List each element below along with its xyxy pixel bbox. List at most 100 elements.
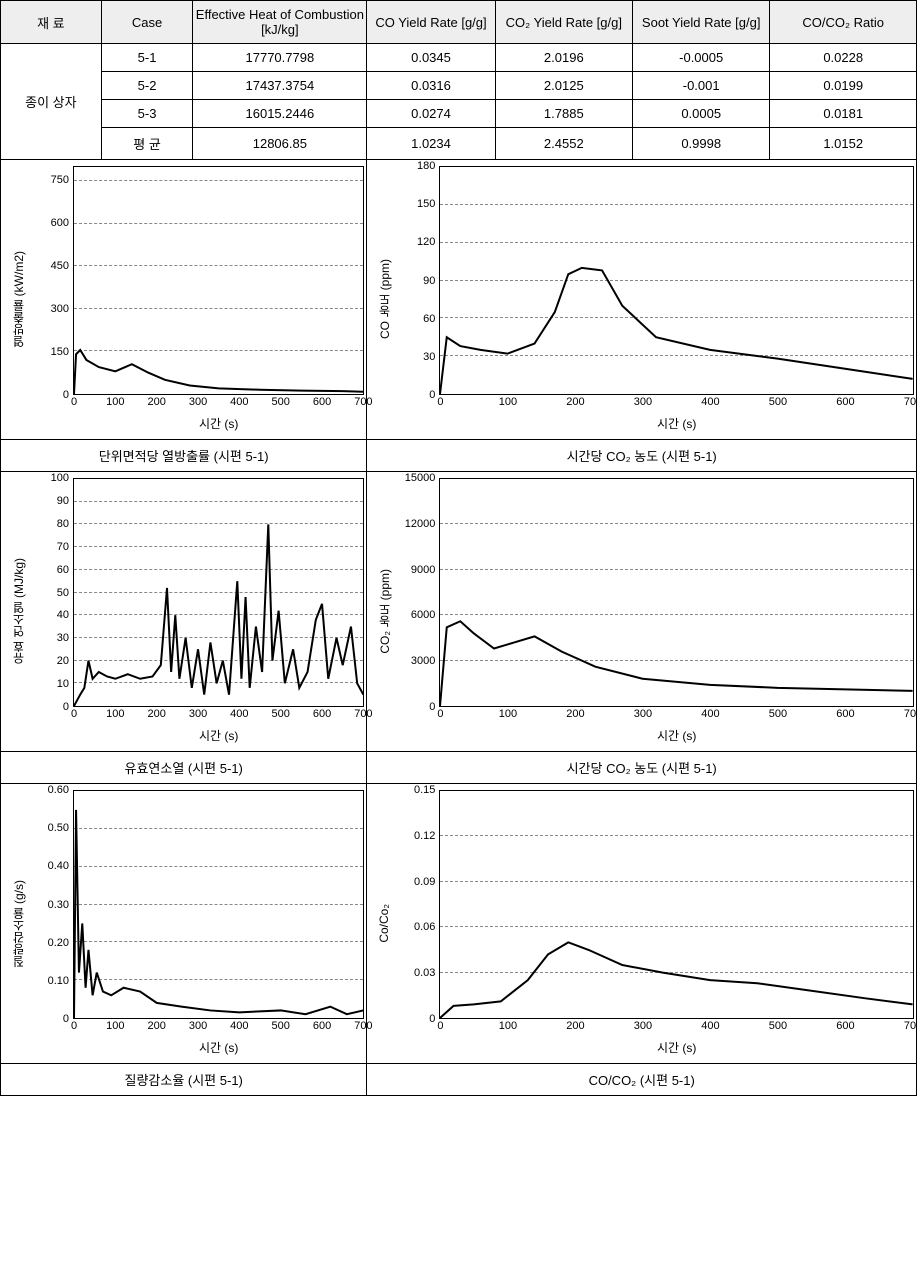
chart-caption: 유효연소열 (시편 5-1) [1,752,367,784]
x-tick: 400 [701,708,719,720]
y-tick: 90 [423,275,435,287]
col-ratio: CO/CO₂ Ratio [770,1,917,44]
col-co: CO Yield Rate [g/g] [367,1,495,44]
x-tick: 200 [566,708,584,720]
y-tick: 0 [429,1013,435,1025]
plot-area: 0100200300400500600700시간 (s) [73,166,364,395]
y-axis-label: 질량감소율 (g/s) [10,880,27,967]
x-tick: 600 [313,708,331,720]
col-case: Case [101,1,193,44]
x-tick: 700 [904,396,917,408]
x-tick: 400 [701,1020,719,1032]
y-tick: 20 [57,655,69,667]
y-tick: 0 [63,1013,69,1025]
chart-row: 열방출률 (kW/m2)0150300450600750010020030040… [1,160,917,440]
y-tick: 180 [417,160,435,172]
chart-caption: 질량감소율 (시편 5-1) [1,1064,367,1096]
y-tick: 300 [51,303,69,315]
x-tick: 700 [904,1020,917,1032]
caption-row: 질량감소율 (시편 5-1)CO/CO₂ (시편 5-1) [1,1064,917,1096]
cell-ratio: 0.0181 [770,100,917,128]
x-tick: 600 [836,1020,854,1032]
x-tick: 100 [106,396,124,408]
data-line [74,350,363,394]
y-axis-label: CO 농도 (ppm) [376,259,393,339]
y-tick: 30 [423,351,435,363]
data-line [440,942,913,1018]
cell-ratio: 0.0228 [770,44,917,72]
x-tick: 0 [437,1020,443,1032]
col-ehc: Effective Heat of Combustion [kJ/kg] [193,1,367,44]
table-row: 평 균12806.851.02342.45520.99981.0152 [1,128,917,160]
y-tick: 0.10 [48,975,69,987]
data-line [440,621,913,706]
x-tick: 0 [437,708,443,720]
y-tick: 120 [417,236,435,248]
x-tick: 500 [272,1020,290,1032]
y-axis-label: 유효 연소열 (MJ/kg) [10,558,27,665]
x-tick: 600 [836,708,854,720]
x-tick: 0 [71,708,77,720]
x-tick: 600 [313,396,331,408]
y-tick: 60 [423,313,435,325]
cell-co2: 1.7885 [495,100,632,128]
cell-ehc: 17770.7798 [193,44,367,72]
cell-ratio: 1.0152 [770,128,917,160]
cell-soot: 0.0005 [633,100,770,128]
col-soot: Soot Yield Rate [g/g] [633,1,770,44]
chart-c5: 질량감소율 (g/s)00.100.200.300.400.500.600100… [1,784,367,1064]
y-tick: 150 [51,346,69,358]
cell-co: 0.0316 [367,72,495,100]
plot-area: 0100200300400500600700시간 (s) [73,790,364,1019]
y-tick: 0 [63,701,69,713]
x-tick: 700 [904,708,917,720]
x-tick: 500 [769,1020,787,1032]
x-tick: 400 [230,708,248,720]
table-row: 5-217437.37540.03162.0125-0.0010.0199 [1,72,917,100]
chart-c4: CO₂ 농도 (ppm)0300060009000120001500001002… [367,472,917,752]
data-line [74,524,363,706]
cell-co: 0.0345 [367,44,495,72]
x-tick: 400 [701,396,719,408]
x-tick: 400 [230,1020,248,1032]
cell-co2: 2.4552 [495,128,632,160]
cell-case: 5-3 [101,100,193,128]
y-tick: 0.60 [48,784,69,796]
chart-caption: 단위면적당 열방출률 (시편 5-1) [1,440,367,472]
chart-row: 유효 연소열 (MJ/kg)01020304050607080901000100… [1,472,917,752]
data-table: 재 료 Case Effective Heat of Combustion [k… [0,0,917,1096]
table-row: 종이 상자5-117770.77980.03452.0196-0.00050.0… [1,44,917,72]
y-tick: 30 [57,632,69,644]
y-tick: 12000 [405,518,436,530]
x-tick: 500 [272,396,290,408]
y-tick: 50 [57,587,69,599]
x-axis-label: 시간 (s) [440,727,913,744]
col-co2: CO₂ Yield Rate [g/g] [495,1,632,44]
y-tick: 90 [57,495,69,507]
data-line [440,268,913,394]
col-material: 재 료 [1,1,102,44]
x-tick: 100 [106,1020,124,1032]
chart-caption: 시간당 CO₂ 농도 (시편 5-1) [367,752,917,784]
cell-ehc: 12806.85 [193,128,367,160]
x-tick: 100 [499,708,517,720]
y-axis-label: Co/Co₂ [377,904,391,943]
table-row: 5-316015.24460.02741.78850.00050.0181 [1,100,917,128]
chart-row: 질량감소율 (g/s)00.100.200.300.400.500.600100… [1,784,917,1064]
x-tick: 0 [437,396,443,408]
y-tick: 0.15 [414,784,435,796]
y-tick: 0.09 [414,876,435,888]
y-axis-label: 열방출률 (kW/m2) [10,251,27,348]
plot-area: 0100200300400500600700시간 (s) [73,478,364,707]
x-tick: 300 [189,1020,207,1032]
x-axis-label: 시간 (s) [440,1039,913,1056]
y-tick: 9000 [411,564,435,576]
x-axis-label: 시간 (s) [440,415,913,432]
x-tick: 100 [106,708,124,720]
x-tick: 500 [769,708,787,720]
chart-caption: 시간당 CO₂ 농도 (시편 5-1) [367,440,917,472]
chart-c1: 열방출률 (kW/m2)0150300450600750010020030040… [1,160,367,440]
plot-area: 0100200300400500600700시간 (s) [439,478,914,707]
x-tick: 500 [769,396,787,408]
x-tick: 200 [147,1020,165,1032]
